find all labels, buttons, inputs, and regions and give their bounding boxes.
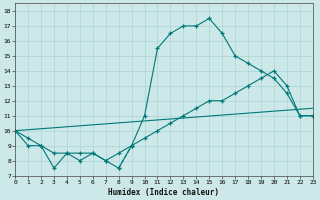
X-axis label: Humidex (Indice chaleur): Humidex (Indice chaleur)	[108, 188, 220, 197]
